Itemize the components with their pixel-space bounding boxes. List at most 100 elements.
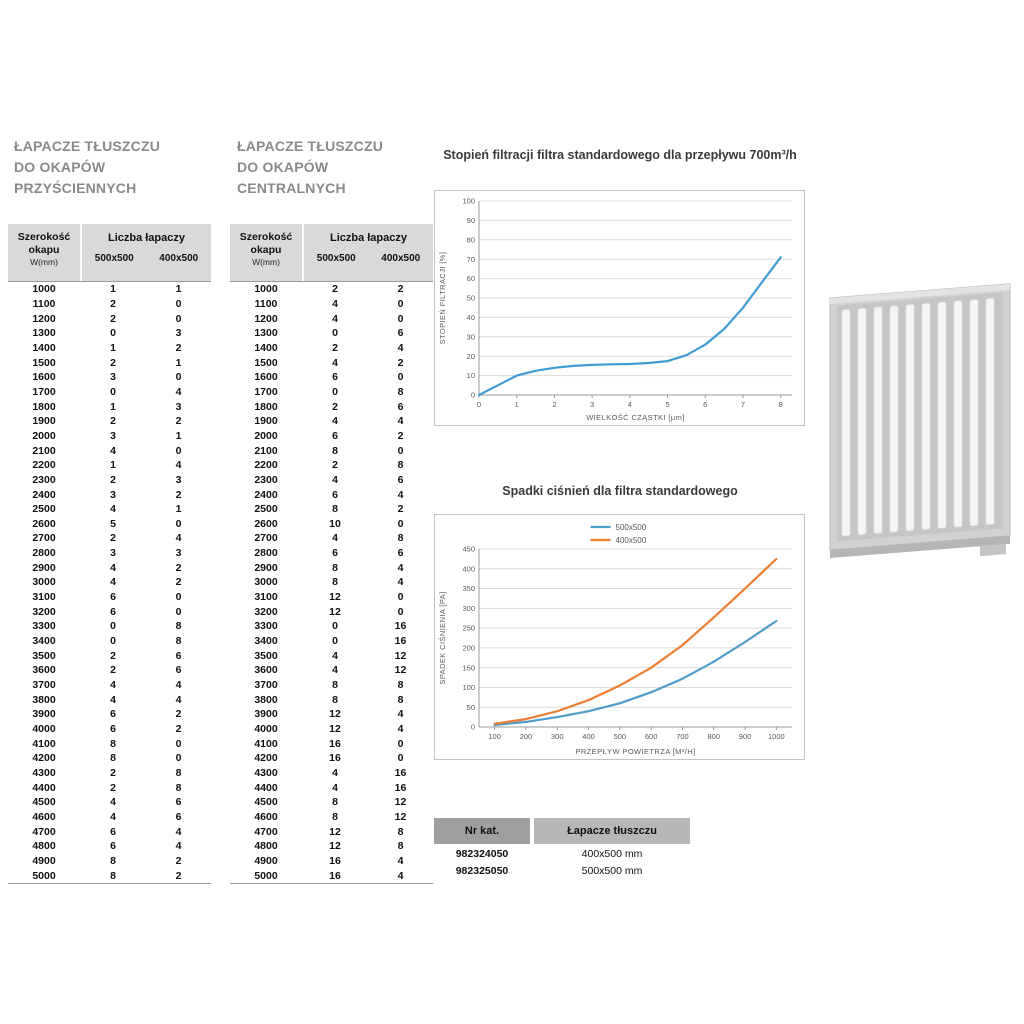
table-cell: 2000 [32,429,56,442]
table-cell: 12 [329,723,341,736]
svg-text:900: 900 [739,732,752,741]
svg-text:50: 50 [467,294,475,303]
table-cell: 2700 [254,532,278,545]
catalog-size: 400x500 mm [581,847,643,860]
table-row: 2200 2 8 [230,458,433,473]
table-cell: 8 [175,635,182,648]
table-row: 1000 2 2 [230,282,433,297]
table-row: 5000 16 4 [230,868,433,883]
width-column-header: Szerokość okapu W(mm) [230,224,302,281]
table-cell: 8 [332,561,338,574]
svg-text:300: 300 [462,604,475,613]
table-row: 3700 8 8 [230,678,433,693]
table-cell: 1 [175,429,182,442]
table-cell: 2900 [32,561,56,574]
table-cell: 4 [397,723,404,736]
table-cell: 4 [175,532,182,545]
table-cell: 4 [397,561,404,574]
header-group-label: Liczba łapaczy [107,232,186,244]
table-row: 2300 4 6 [230,473,433,488]
table-cell: 8 [332,503,338,516]
header-group-label: Liczba łapaczy [329,232,408,244]
table-row: 4300 4 16 [230,766,433,781]
table-cell: 2 [110,649,116,662]
table-row: 4800 6 4 [8,839,211,854]
table-cell: 2300 [254,473,278,486]
table-cell: 8 [397,532,404,545]
table-cell: 6 [110,723,116,736]
table-cell: 16 [329,737,341,750]
table-cell: 0 [332,327,338,340]
table-cell: 4900 [32,854,56,867]
table-cell: 4 [110,693,116,706]
table-cell: 6 [110,840,116,853]
table-cell: 1 [175,356,182,369]
table-cell: 0 [397,297,404,310]
table-cell: 8 [175,766,182,779]
table-cell: 2 [175,488,182,501]
table-cell: 4 [175,385,182,398]
table-cell: 12 [394,796,407,809]
table-cell: 2900 [254,561,278,574]
svg-text:20: 20 [467,352,475,361]
table-row: 1700 0 8 [230,385,433,400]
filtration-chart: 0 10 20 30 40 50 60 70 80 90 100 0 1 2 3 4 5 6 7 8 WIELKOŚĆ … [434,190,805,426]
table-row: 3300 0 8 [8,619,211,634]
table-cell: 3500 [32,649,56,662]
header-line: W(mm) [252,257,280,267]
header-line: W(mm) [30,257,58,267]
table-cell: 12 [329,708,341,721]
table-cell: 3 [110,488,116,501]
table-cell: 2 [397,503,404,516]
table-cell: 2 [332,283,338,296]
table-cell: 2 [110,781,116,794]
table-cell: 4600 [254,810,278,823]
table-cell: 8 [110,854,116,867]
table-cell: 3400 [254,635,278,648]
table-cell: 4 [175,840,182,853]
table-row: 4600 8 12 [230,810,433,825]
table-cell: 2 [110,415,116,428]
table-cell: 0 [110,635,116,648]
table-row: 3000 4 2 [8,575,211,590]
table-row: 1100 4 0 [230,297,433,312]
table-cell: 1000 [254,283,278,296]
central-hoods-table: Szerokość okapu W(mm) Liczba łapaczy 500… [230,224,433,884]
table-cell: 4 [332,312,338,325]
table-row: 2400 6 4 [230,487,433,502]
svg-text:4: 4 [628,400,632,409]
table-cell: 0 [110,385,116,398]
table-cell: 6 [332,547,338,560]
svg-text:300: 300 [551,732,564,741]
grease-filter-image [824,278,1020,583]
table-body: 1000 1 1 1100 2 0 1200 2 0 1300 0 3 1400 1 2 1500 2 1 1600… [8,282,211,884]
table-row: 2700 2 4 [8,531,211,546]
table-cell: 0 [175,605,182,618]
svg-text:90: 90 [467,216,475,225]
baffle-filter-drawing [829,283,1011,558]
table-cell: 3900 [254,708,278,721]
table-row: 2900 8 4 [230,560,433,575]
catalog-number: 982324050 [455,847,509,860]
table-cell: 5000 [254,869,278,882]
table-cell: 3800 [254,693,278,706]
table-cell: 2 [175,561,182,574]
title-line: DO OKAPÓW [237,159,329,175]
table-cell: 4 [110,444,116,457]
wall-hoods-table: Szerokość okapu W(mm) Liczba łapaczy 500… [8,224,211,884]
header-line: okapu [28,243,60,256]
table-cell: 2700 [32,532,56,545]
table-cell: 2 [175,708,182,721]
svg-text:8: 8 [779,400,783,409]
table-cell: 4 [332,473,338,486]
table-row: 3900 6 2 [8,707,211,722]
table-cell: 2 [397,429,404,442]
svg-text:450: 450 [462,545,475,554]
table-cell: 4 [110,810,116,823]
table-cell: 2 [175,723,182,736]
svg-text:350: 350 [462,584,475,593]
table-cell: 2300 [32,473,56,486]
table-cell: 8 [332,810,338,823]
table-cell: 1600 [32,371,56,384]
